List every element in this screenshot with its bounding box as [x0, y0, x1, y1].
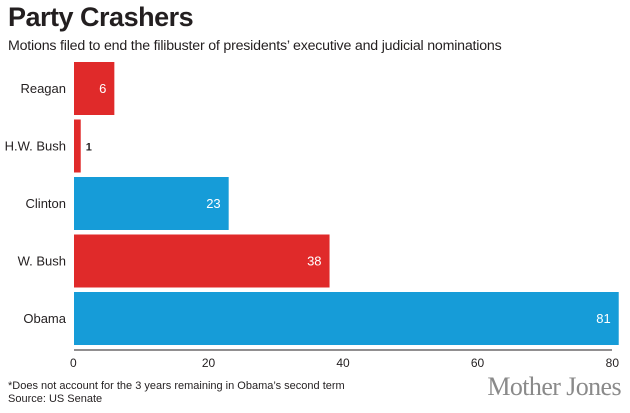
chart-title: Party Crashers — [8, 2, 194, 32]
x-tick-label: 40 — [336, 356, 350, 370]
bar-w-bush — [74, 234, 330, 288]
footnote: *Does not account for the 3 years remain… — [8, 380, 345, 405]
value-label: 81 — [596, 311, 610, 326]
category-label: Reagan — [20, 81, 66, 96]
bars-layer: Reagan 6 H.W. Bush 1 Clinton 23 W. Bush 38 Obama… — [5, 62, 619, 345]
brand-logo: Mother Jones — [487, 372, 621, 401]
category-label: Obama — [23, 311, 66, 326]
footnote-source: Source: US Senate — [8, 392, 103, 405]
x-tick-label: 20 — [202, 356, 216, 370]
value-label: 23 — [206, 196, 220, 211]
x-tick-label: 0 — [70, 356, 77, 370]
chart-subtitle: Motions filed to end the filibuster of p… — [8, 38, 502, 54]
value-label: 38 — [307, 254, 321, 269]
bar-clinton — [74, 177, 229, 230]
x-tick-label: 80 — [606, 356, 620, 370]
bar-h-w-bush — [74, 119, 81, 173]
value-label: 1 — [86, 142, 92, 154]
bar-reagan — [74, 62, 115, 115]
category-label: Clinton — [26, 196, 66, 211]
x-axis: 0 20 40 60 80 — [70, 349, 620, 370]
value-label: 6 — [99, 81, 106, 96]
footnote-note: *Does not account for the 3 years remain… — [8, 380, 345, 392]
x-tick-label: 60 — [471, 356, 485, 370]
bar-obama — [74, 292, 619, 345]
category-label: H.W. Bush — [5, 139, 66, 154]
category-label: W. Bush — [18, 254, 66, 269]
